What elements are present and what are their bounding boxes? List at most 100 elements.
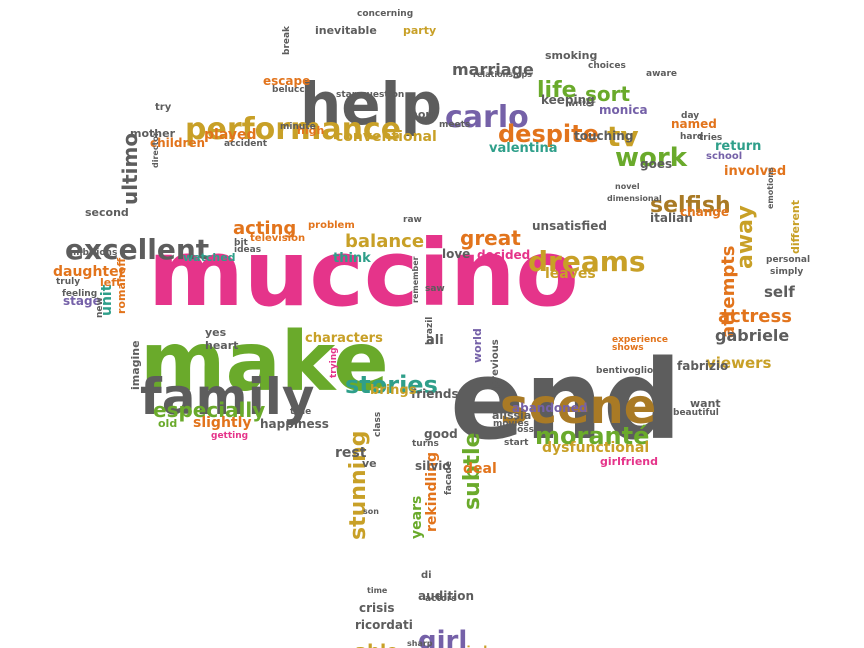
cloud-word: selfish bbox=[650, 193, 731, 218]
cloud-word: novel bbox=[615, 182, 640, 191]
cloud-word: ali bbox=[426, 333, 444, 348]
cloud-word: ultimo bbox=[118, 132, 142, 205]
cloud-word: try bbox=[155, 102, 172, 113]
cloud-word: beautiful bbox=[673, 408, 719, 418]
cloud-word: conventional bbox=[335, 129, 437, 145]
cloud-word: hour bbox=[410, 108, 439, 121]
cloud-word: children bbox=[150, 136, 206, 150]
cloud-word: break bbox=[282, 25, 292, 55]
cloud-word: television bbox=[250, 233, 306, 244]
cloud-word: alissia bbox=[492, 409, 532, 422]
cloud-word: away bbox=[733, 205, 758, 269]
cloud-word: truly bbox=[56, 277, 81, 287]
cloud-word: keeping bbox=[541, 93, 595, 107]
cloud-word: viewers bbox=[706, 354, 772, 372]
cloud-word: aware bbox=[646, 69, 678, 79]
cloud-word: able bbox=[355, 643, 398, 648]
cloud-word: goes bbox=[640, 157, 673, 171]
cloud-word: high bbox=[297, 124, 325, 137]
cloud-word: world bbox=[471, 328, 484, 363]
cloud-word: movies bbox=[493, 419, 529, 429]
cloud-word: tries bbox=[699, 133, 723, 143]
cloud-word: director bbox=[151, 132, 160, 168]
cloud-word: acting bbox=[233, 218, 297, 239]
cloud-word: ambitions bbox=[67, 248, 118, 258]
cloud-word: meets bbox=[439, 120, 471, 130]
cloud-word: saw bbox=[425, 284, 445, 294]
cloud-word: excellent bbox=[65, 233, 210, 266]
cloud-word: self bbox=[764, 283, 795, 301]
cloud-word: turns bbox=[412, 439, 439, 449]
cloud-word: italian bbox=[650, 211, 693, 225]
cloud-word: escape bbox=[263, 74, 311, 88]
cloud-word: years bbox=[409, 495, 425, 539]
cloud-word: ideas bbox=[234, 245, 262, 255]
cloud-word: end bbox=[450, 336, 682, 464]
cloud-word: make bbox=[140, 315, 389, 410]
cloud-word: return bbox=[715, 139, 762, 154]
cloud-word: party bbox=[403, 24, 437, 37]
cloud-word: rest bbox=[335, 445, 367, 461]
cloud-word: minute bbox=[280, 122, 316, 132]
cloud-word: life bbox=[537, 78, 577, 103]
cloud-word: previous bbox=[490, 339, 501, 388]
cloud-word: performance bbox=[185, 112, 402, 147]
cloud-word: emotions bbox=[766, 167, 775, 209]
cloud-word: brazil bbox=[425, 316, 435, 345]
cloud-word: friends bbox=[411, 387, 459, 401]
cloud-word: accident bbox=[224, 139, 268, 149]
cloud-word: balance bbox=[345, 231, 425, 252]
cloud-word: want bbox=[690, 397, 721, 410]
cloud-word: facade bbox=[444, 461, 454, 495]
cloud-word: star bbox=[336, 90, 357, 100]
cloud-word: school bbox=[706, 151, 743, 162]
cloud-word: feeling bbox=[62, 289, 98, 299]
cloud-word: different bbox=[789, 200, 802, 254]
cloud-word: raw bbox=[403, 215, 422, 225]
cloud-word: scene bbox=[500, 379, 657, 435]
cloud-word: personal bbox=[766, 255, 811, 265]
cloud-word: slightly bbox=[193, 415, 252, 431]
cloud-word: change bbox=[680, 205, 730, 219]
cloud-word: think bbox=[333, 251, 371, 266]
cloud-word: di bbox=[421, 570, 432, 581]
cloud-word: crisis bbox=[359, 601, 395, 615]
cloud-word: girl bbox=[418, 626, 468, 648]
cloud-word: ricordati bbox=[355, 618, 413, 632]
cloud-word: relationships bbox=[473, 70, 532, 79]
cloud-word: mother bbox=[130, 127, 175, 140]
cloud-word: named bbox=[671, 117, 717, 131]
cloud-word: ve bbox=[362, 457, 377, 470]
cloud-word: decided bbox=[477, 248, 531, 262]
cloud-word: despite bbox=[498, 120, 599, 148]
cloud-word: hard bbox=[680, 132, 704, 142]
cloud-word: class bbox=[373, 411, 383, 437]
cloud-word: good bbox=[424, 427, 458, 441]
cloud-word: abandoned bbox=[512, 401, 588, 415]
cloud-word: stage bbox=[63, 294, 101, 308]
cloud-word: inevitable bbox=[315, 24, 377, 37]
cloud-word: touching bbox=[574, 129, 634, 143]
cloud-word: actors bbox=[425, 594, 457, 604]
cloud-word: trying bbox=[329, 347, 339, 378]
cloud-word: heart bbox=[205, 339, 239, 352]
cloud-word: bit bbox=[234, 238, 248, 248]
cloud-word: unsatisfied bbox=[532, 219, 607, 233]
cloud-word: getting bbox=[211, 431, 249, 441]
cloud-word: dimensional bbox=[607, 194, 662, 203]
cloud-word: time bbox=[367, 586, 388, 595]
cloud-word: yes bbox=[205, 326, 227, 339]
cloud-word: love bbox=[442, 247, 471, 261]
cloud-word: sharp bbox=[407, 639, 433, 648]
cloud-word: second bbox=[85, 206, 129, 219]
cloud-word: muccino bbox=[148, 220, 579, 327]
cloud-word: concerning bbox=[357, 9, 414, 19]
cloud-word: moranté bbox=[535, 422, 650, 450]
cloud-word: watched bbox=[183, 251, 236, 264]
cloud-word: brings bbox=[370, 383, 417, 398]
cloud-word: son bbox=[363, 507, 379, 516]
cloud-word: shows bbox=[612, 343, 644, 353]
cloud-word: experience bbox=[612, 335, 668, 345]
cloud-word: dysfunctional bbox=[542, 440, 650, 456]
